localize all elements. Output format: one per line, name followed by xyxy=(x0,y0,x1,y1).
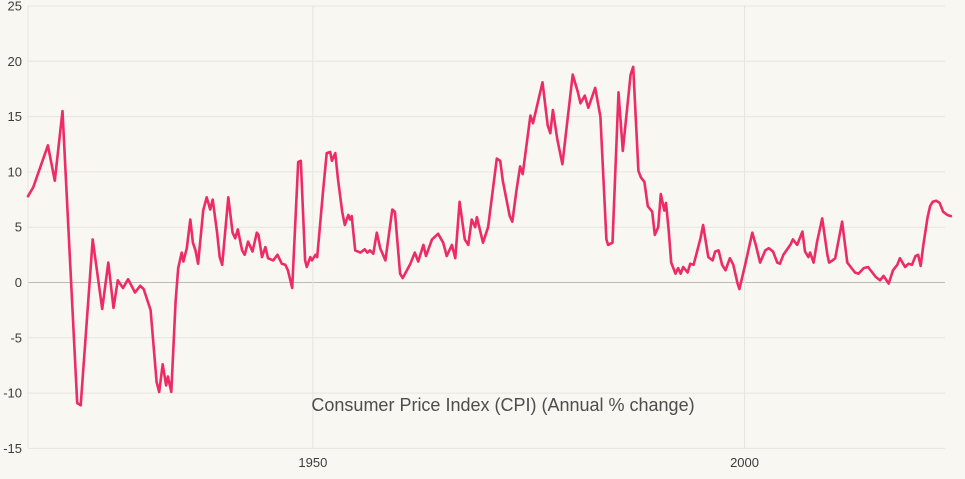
y-tick-label: 0 xyxy=(15,275,22,290)
y-tick-label: -15 xyxy=(3,441,22,456)
y-tick-label: -5 xyxy=(10,330,22,345)
y-axis-tick-labels: 25 20 15 10 5 0 -5 -10 -15 xyxy=(3,0,22,456)
y-tick-label: 10 xyxy=(8,164,22,179)
chart-gridlines xyxy=(27,5,945,449)
x-tick-label: 1950 xyxy=(298,455,327,470)
x-tick-label: 2000 xyxy=(730,455,759,470)
y-tick-label: -10 xyxy=(3,386,22,401)
chart-title: Consumer Price Index (CPI) (Annual % cha… xyxy=(311,395,694,415)
y-tick-label: 25 xyxy=(8,0,22,14)
cpi-line-series xyxy=(26,65,953,407)
y-tick-label: 20 xyxy=(8,54,22,69)
x-axis-tick-labels: 1950 2000 xyxy=(298,455,759,470)
y-tick-label: 5 xyxy=(15,220,22,235)
y-tick-label: 15 xyxy=(8,109,22,124)
